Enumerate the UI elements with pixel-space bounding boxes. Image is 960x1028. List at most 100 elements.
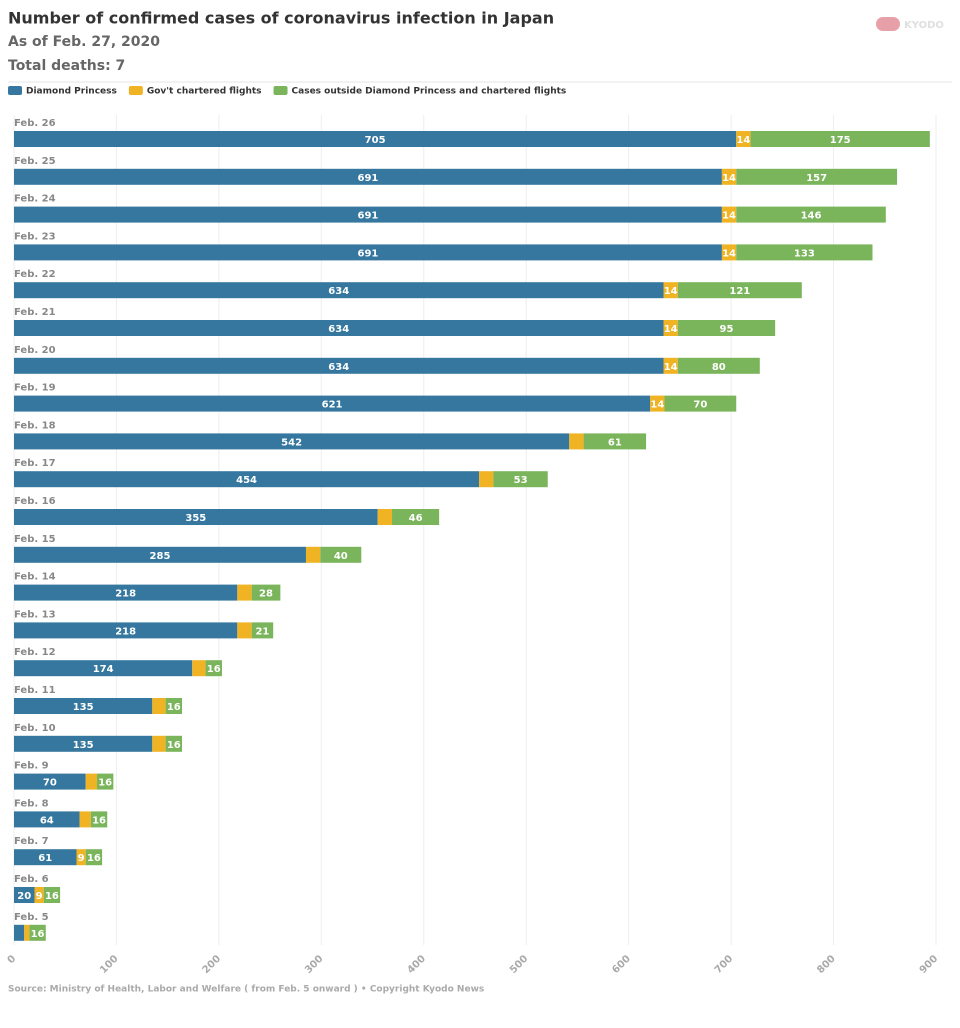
category-label: Feb. 8 [14, 798, 49, 809]
category-label: Feb. 11 [14, 685, 56, 696]
category-label: Feb. 20 [14, 345, 56, 356]
category-label: Feb. 13 [14, 609, 56, 620]
category-label: Feb. 7 [14, 836, 49, 847]
x-tick-label: 900 [918, 953, 941, 976]
bar-segment [14, 735, 153, 752]
bar-segment [14, 924, 25, 941]
value-label: 634 [328, 286, 349, 297]
chart-title: Number of confirmed cases of coronavirus… [8, 9, 554, 28]
value-label: 454 [236, 475, 257, 486]
bar-segment [583, 433, 647, 450]
bar-segment [251, 584, 281, 601]
bar-segment [90, 811, 108, 828]
value-label: 14 [736, 135, 750, 146]
bar-segment [14, 168, 722, 185]
bar-segment [721, 244, 737, 261]
value-label: 46 [409, 513, 423, 524]
category-label: Feb. 9 [14, 761, 49, 772]
x-tick-label: 0 [6, 953, 19, 966]
bar-segment [14, 244, 722, 261]
value-label: 21 [255, 626, 269, 637]
x-tick-label: 100 [98, 953, 121, 976]
value-label: 9 [36, 891, 43, 902]
bar-segment [14, 887, 35, 903]
value-label: 16 [87, 853, 101, 864]
value-label: 634 [328, 324, 349, 335]
category-label: Feb. 6 [14, 874, 49, 885]
bar-segment [14, 546, 306, 563]
bar-segment [14, 395, 651, 412]
bar-segment [14, 584, 238, 601]
bar-segment [251, 622, 274, 639]
bar-segment [14, 320, 664, 336]
bar-segment [85, 773, 97, 790]
value-label: 133 [794, 248, 815, 259]
bar-segment [14, 698, 153, 714]
value-label: 14 [722, 248, 736, 259]
category-label: Feb. 19 [14, 383, 56, 394]
bar-segment [152, 698, 166, 714]
x-tick-label: 300 [303, 953, 326, 976]
chart-note: Total deaths: 7 [8, 58, 125, 74]
value-label: 691 [358, 173, 379, 184]
logo-icon [876, 17, 900, 31]
x-tick-label: 700 [713, 953, 736, 976]
category-label: Feb. 16 [14, 496, 56, 507]
bar-segment [14, 433, 570, 450]
bar-segment [736, 168, 898, 185]
bar-segment [650, 395, 665, 412]
value-label: 53 [514, 475, 528, 486]
bar-segment [14, 509, 378, 525]
value-label: 634 [328, 362, 349, 373]
value-label: 61 [38, 853, 52, 864]
bar-segment [14, 206, 722, 223]
legend-label: Diamond Princess [26, 87, 117, 97]
bar-segment [305, 546, 321, 563]
bar-segment [14, 811, 80, 828]
category-label: Feb. 10 [14, 723, 56, 734]
value-label: 621 [322, 400, 343, 411]
bar-segment [237, 622, 252, 639]
value-label: 16 [167, 740, 181, 751]
bar-segment [663, 320, 678, 336]
value-label: 80 [712, 362, 726, 373]
value-label: 14 [664, 362, 678, 373]
value-label: 355 [185, 513, 206, 524]
value-label: 542 [281, 437, 302, 448]
legend-label: Gov't chartered flights [147, 87, 262, 97]
value-label: 135 [73, 702, 94, 713]
category-label: Feb. 22 [14, 269, 56, 280]
value-label: 14 [722, 173, 736, 184]
bar-segment [479, 471, 494, 488]
source: Source: Ministry of Health, Labor and We… [8, 985, 484, 995]
bar-segment [677, 357, 760, 374]
value-label: 16 [45, 891, 59, 902]
category-label: Feb. 15 [14, 534, 56, 545]
bar-segment [237, 584, 252, 601]
bar-segment [29, 924, 46, 941]
value-label: 135 [73, 740, 94, 751]
value-label: 691 [358, 211, 379, 222]
value-label: 218 [115, 589, 136, 600]
bar-segment [721, 168, 737, 185]
value-label: 175 [830, 135, 851, 146]
bar-segment [24, 924, 30, 941]
legend-swatch [128, 86, 143, 95]
value-label: 16 [31, 929, 45, 940]
category-label: Feb. 25 [14, 156, 56, 167]
category-label: Feb. 14 [14, 572, 56, 583]
bar-segment [736, 131, 751, 147]
bar-segment [192, 660, 206, 677]
bar-segment [165, 698, 183, 714]
value-label: 16 [167, 702, 181, 713]
x-tick-label: 200 [201, 953, 224, 976]
bar-segment [736, 244, 873, 261]
bar-segment [664, 395, 737, 412]
value-label: 14 [664, 324, 678, 335]
bar-segment [14, 357, 664, 374]
bar-segment [85, 849, 103, 866]
category-label: Feb. 18 [14, 420, 56, 431]
bar-segment [392, 509, 440, 525]
